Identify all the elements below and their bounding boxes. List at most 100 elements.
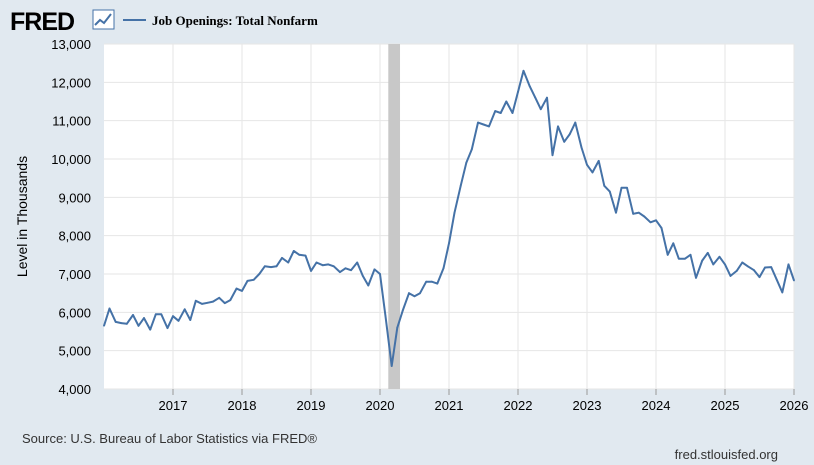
data-point[interactable] xyxy=(108,307,111,310)
data-point[interactable] xyxy=(125,322,128,325)
data-point[interactable] xyxy=(522,69,525,72)
data-point[interactable] xyxy=(246,280,249,282)
data-point[interactable] xyxy=(660,227,663,229)
data-point[interactable] xyxy=(603,184,606,187)
data-point[interactable] xyxy=(586,163,588,166)
data-point[interactable] xyxy=(718,255,721,258)
data-point[interactable] xyxy=(534,96,537,99)
data-point[interactable] xyxy=(103,324,105,327)
data-point[interactable] xyxy=(401,309,404,312)
data-point[interactable] xyxy=(615,211,617,214)
data-point[interactable] xyxy=(574,121,577,124)
data-point[interactable] xyxy=(281,257,283,259)
data-point[interactable] xyxy=(321,264,324,267)
data-point[interactable] xyxy=(568,133,571,135)
data-point[interactable] xyxy=(132,314,134,316)
data-point[interactable] xyxy=(608,190,611,193)
data-point[interactable] xyxy=(591,171,594,174)
data-point[interactable] xyxy=(448,242,450,245)
data-point[interactable] xyxy=(430,280,433,283)
data-point[interactable] xyxy=(160,313,163,316)
data-point[interactable] xyxy=(367,284,370,287)
data-point[interactable] xyxy=(770,266,773,268)
data-point[interactable] xyxy=(505,100,508,103)
data-point[interactable] xyxy=(356,261,359,264)
data-point[interactable] xyxy=(315,261,318,264)
data-point[interactable] xyxy=(166,327,169,329)
data-point[interactable] xyxy=(425,280,428,283)
data-point[interactable] xyxy=(327,263,330,266)
data-point[interactable] xyxy=(637,211,640,214)
data-point[interactable] xyxy=(793,279,795,282)
data-point[interactable] xyxy=(528,85,531,88)
data-point[interactable] xyxy=(241,289,243,292)
data-point[interactable] xyxy=(775,278,778,281)
data-point[interactable] xyxy=(332,265,335,268)
data-point[interactable] xyxy=(695,276,697,279)
data-point[interactable] xyxy=(632,212,635,215)
data-point[interactable] xyxy=(643,215,646,218)
data-point[interactable] xyxy=(304,254,307,257)
site-credit[interactable]: fred.stlouisfed.org xyxy=(674,447,778,462)
data-point[interactable] xyxy=(183,308,186,311)
data-point[interactable] xyxy=(689,253,692,256)
data-point[interactable] xyxy=(137,324,140,327)
data-point[interactable] xyxy=(310,270,312,272)
data-point[interactable] xyxy=(712,263,715,266)
data-point[interactable] xyxy=(764,266,766,269)
data-point[interactable] xyxy=(741,261,744,264)
data-point[interactable] xyxy=(470,148,473,151)
data-point[interactable] xyxy=(120,322,123,324)
data-point[interactable] xyxy=(194,299,197,302)
data-point[interactable] xyxy=(626,186,628,189)
data-point[interactable] xyxy=(413,295,416,298)
data-point[interactable] xyxy=(546,96,548,99)
data-point[interactable] xyxy=(408,292,410,295)
data-point[interactable] xyxy=(218,296,221,299)
data-point[interactable] xyxy=(563,140,566,143)
data-point[interactable] xyxy=(114,321,117,323)
data-point[interactable] xyxy=(620,186,623,189)
data-point[interactable] xyxy=(724,263,726,266)
data-point[interactable] xyxy=(465,161,468,164)
data-point[interactable] xyxy=(384,315,387,318)
data-point[interactable] xyxy=(143,317,145,319)
data-point[interactable] xyxy=(499,112,502,114)
data-point[interactable] xyxy=(350,269,352,272)
data-point[interactable] xyxy=(298,253,301,256)
data-point[interactable] xyxy=(488,125,490,128)
data-point[interactable] xyxy=(252,278,255,281)
data-point[interactable] xyxy=(557,125,559,128)
data-point[interactable] xyxy=(787,263,790,266)
data-point[interactable] xyxy=(287,261,290,264)
data-point[interactable] xyxy=(517,91,519,93)
data-point[interactable] xyxy=(482,123,485,126)
data-point[interactable] xyxy=(223,302,226,305)
data-point[interactable] xyxy=(781,291,784,294)
data-point[interactable] xyxy=(701,259,704,262)
data-point[interactable] xyxy=(580,146,583,149)
fred-logo[interactable]: FRED xyxy=(10,8,75,36)
data-point[interactable] xyxy=(672,242,675,245)
data-point[interactable] xyxy=(177,319,180,322)
data-point[interactable] xyxy=(189,319,192,321)
data-point[interactable] xyxy=(539,108,542,111)
data-point[interactable] xyxy=(729,275,732,277)
data-point[interactable] xyxy=(235,287,238,290)
data-point[interactable] xyxy=(666,253,669,256)
data-point[interactable] xyxy=(597,160,600,162)
data-point[interactable] xyxy=(746,265,749,268)
data-point[interactable] xyxy=(270,266,272,268)
data-point[interactable] xyxy=(149,328,152,331)
data-point[interactable] xyxy=(201,303,203,305)
data-point[interactable] xyxy=(436,282,439,285)
data-point[interactable] xyxy=(494,110,497,112)
data-point[interactable] xyxy=(154,313,157,316)
data-point[interactable] xyxy=(655,219,657,222)
data-point[interactable] xyxy=(206,301,209,304)
data-point[interactable] xyxy=(361,275,364,277)
data-point[interactable] xyxy=(677,257,680,260)
data-point[interactable] xyxy=(373,268,376,271)
data-point[interactable] xyxy=(477,121,479,124)
data-point[interactable] xyxy=(379,273,381,275)
